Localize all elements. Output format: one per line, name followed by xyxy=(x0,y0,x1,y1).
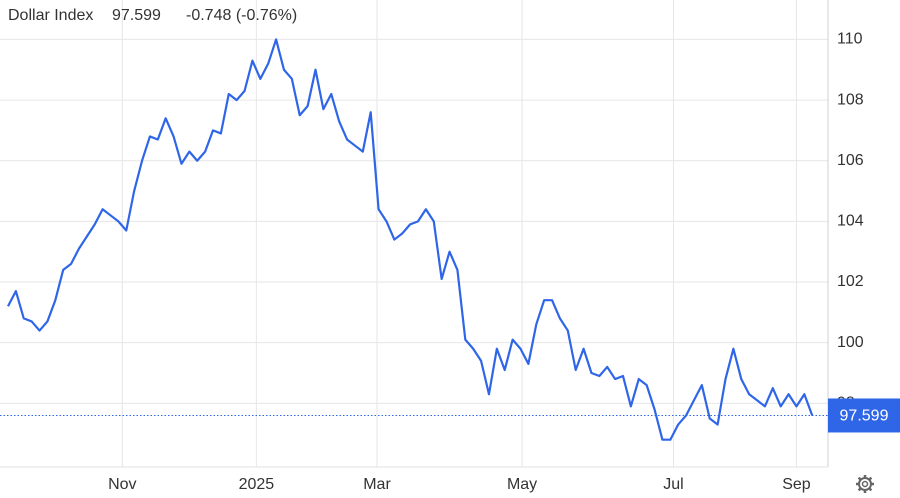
x-tick-label: 2025 xyxy=(239,476,275,493)
last-value-box xyxy=(828,398,900,433)
y-tick-label: 104 xyxy=(837,213,864,230)
x-tick-label: Jul xyxy=(663,476,683,493)
y-tick-label: 100 xyxy=(837,334,864,351)
y-tick-label: 102 xyxy=(837,273,864,290)
change: -0.748 (-0.76%) xyxy=(186,7,297,24)
x-tick-label: Mar xyxy=(363,476,391,493)
line xyxy=(7,38,814,441)
y-tick-label: 108 xyxy=(837,91,864,108)
chart-title: Dollar Index xyxy=(8,7,93,24)
gear-hub xyxy=(861,480,869,488)
x-tick-label: May xyxy=(507,476,537,493)
y-tick-label: 106 xyxy=(837,152,864,169)
x-tick-label: Nov xyxy=(108,476,136,493)
y-tick-label: 110 xyxy=(837,31,863,48)
price: 97.599 xyxy=(112,7,161,24)
settings-icon[interactable] xyxy=(856,475,874,493)
gear-teeth xyxy=(856,475,874,493)
grid xyxy=(0,0,828,467)
x-tick-label: Sep xyxy=(782,476,811,493)
marks xyxy=(0,38,828,441)
last-value-label: 97.599 xyxy=(840,408,889,425)
